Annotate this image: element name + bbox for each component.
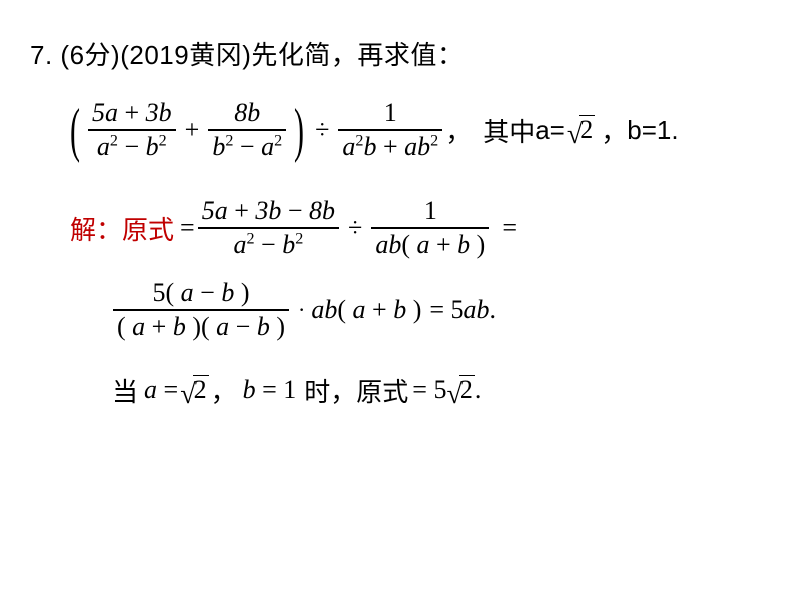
orig-text: 原式 — [356, 372, 408, 409]
final-period: . — [475, 375, 482, 405]
b-label: b=1. — [627, 115, 678, 146]
eq2: = — [502, 213, 517, 243]
problem-points: (6分) — [60, 40, 120, 70]
plus-op: + — [185, 115, 200, 145]
eq1: = — [180, 213, 195, 243]
step1-frac1: 5a + 3b − 8b a2 − b2 — [198, 196, 339, 259]
solution-step1: 解：原式 = 5a + 3b − 8b a2 − b2 ÷ 1 ab( a + … — [70, 198, 764, 258]
solution-step2: 5( a − b ) ( a + b )( a − b ) · ab( a + … — [110, 280, 764, 340]
sqrt-final: √2 — [446, 375, 474, 405]
dot-op: · — [298, 297, 305, 323]
divide-op2: ÷ — [348, 213, 362, 243]
problem-instruction: 先化简，再求值： — [251, 41, 463, 70]
problem-header: 7. (6分)(2019黄冈)先化简，再求值： — [30, 35, 764, 72]
problem-expression: ( 5a + 3b a2 − b2 + 8b b2 − a2 ) ÷ 1 a2b… — [65, 100, 764, 160]
final-eq: = 5 — [412, 375, 446, 405]
solution-label: 解：原式 — [70, 210, 174, 247]
step1-frac2: 1 ab( a + b ) — [371, 196, 489, 259]
comma3: ， — [211, 372, 237, 409]
sqrt-a: √2 — [567, 115, 595, 145]
fraction-term1: 5a + 3b a2 − b2 — [88, 98, 176, 161]
fraction-term3: 1 a2b + ab2 — [338, 98, 442, 161]
comma2: ， — [601, 112, 627, 149]
shi-text: 时， — [304, 372, 356, 409]
problem-source: (2019黄冈) — [120, 40, 251, 70]
step2-frac: 5( a − b ) ( a + b )( a − b ) — [113, 278, 289, 341]
sqrt-a2: √2 — [180, 375, 208, 405]
a-assign: a = — [144, 375, 178, 405]
comma1: ， — [445, 112, 471, 149]
divide-op: ÷ — [315, 115, 329, 145]
solution-final: 当 a = √2 ， b = 1 时， 原式 = 5 √2 . — [112, 370, 764, 410]
a-label: a= — [535, 115, 565, 146]
b-assign: b = 1 — [243, 375, 297, 405]
left-paren: ( — [70, 103, 80, 158]
where-text: 其中 — [483, 112, 535, 149]
step2-mult: ab( a + b ) — [311, 295, 421, 325]
when-text: 当 — [112, 372, 138, 409]
right-paren: ) — [294, 103, 304, 158]
problem-number: 7. — [30, 40, 53, 70]
step2-result: = 5ab. — [429, 295, 496, 325]
fraction-term2: 8b b2 − a2 — [208, 98, 286, 161]
math-problem-page: 7. (6分)(2019黄冈)先化简，再求值： ( 5a + 3b a2 − b… — [0, 0, 794, 596]
